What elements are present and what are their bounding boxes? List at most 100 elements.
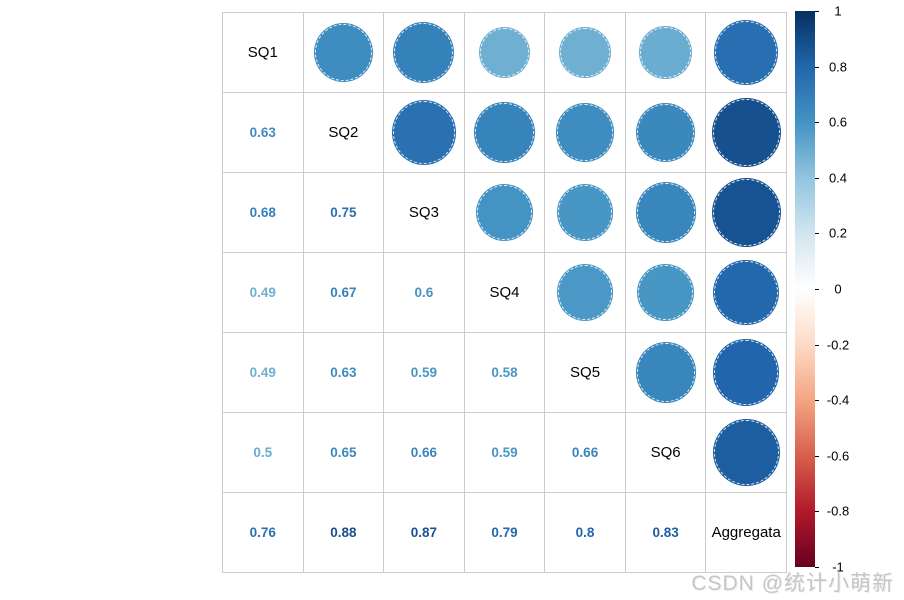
correlation-value: 0.5 [253, 445, 273, 460]
watermark: CSDN @统计小萌新 [691, 572, 894, 595]
correlation-value: 0.87 [410, 525, 438, 540]
matrix-cell-value: 0.8 [545, 493, 626, 573]
matrix-cell-circle [464, 13, 546, 93]
matrix-cell-circle [625, 173, 707, 253]
matrix-cell-value: 0.5 [223, 413, 304, 493]
colorbar: 1 0.8 0.6 0.4 0.2 0 -0.2 -0.4 -0.6 -0.8 -1 [795, 4, 895, 575]
matrix-cell-value: 0.83 [625, 493, 707, 573]
correlation-circle [639, 26, 692, 79]
matrix-cell-circle [706, 173, 787, 253]
correlation-value: 0.65 [330, 445, 357, 460]
colorbar-tick-label: -0.8 [826, 503, 850, 519]
correlation-circle [635, 342, 696, 403]
variable-label: SQ5 [570, 364, 601, 381]
variable-label: SQ3 [408, 204, 439, 221]
matrix-cell-value: 0.87 [384, 493, 465, 573]
correlation-circle [313, 23, 373, 82]
matrix-cell-value: 0.79 [464, 493, 546, 573]
colorbar-tick-label: 0.4 [828, 170, 848, 186]
colorbar-tick-mark [815, 233, 819, 235]
correlation-circle [713, 339, 780, 406]
correlation-circle [556, 184, 614, 241]
matrix-cell-circle [706, 253, 787, 333]
correlation-circle [555, 103, 615, 162]
correlation-value: 0.63 [249, 125, 276, 140]
correlation-value: 0.76 [249, 525, 276, 540]
matrix-cell-value: 0.75 [303, 173, 385, 253]
matrix-cell-diagonal: SQ3 [384, 173, 465, 253]
variable-label: SQ6 [650, 444, 681, 461]
matrix-cell-value: 0.68 [223, 173, 304, 253]
colorbar-tick-mark [815, 400, 819, 402]
matrix-cell-value: 0.65 [303, 413, 385, 493]
colorbar-tick-label: 1 [834, 3, 842, 19]
matrix-cell-circle [384, 13, 465, 93]
correlation-circle [635, 102, 696, 163]
matrix-cell-diagonal: Aggregata [706, 493, 787, 573]
correlation-value: 0.67 [330, 285, 357, 300]
correlation-circle [713, 259, 780, 326]
matrix-cell-value: 0.49 [223, 253, 304, 333]
correlation-circle [391, 100, 456, 165]
correlation-circle [559, 26, 611, 79]
correlation-value: 0.68 [249, 205, 276, 220]
variable-label: SQ2 [328, 124, 359, 141]
colorbar-tick-mark [815, 122, 819, 124]
colorbar-tick-mark [815, 511, 819, 513]
correlation-circle [713, 20, 779, 85]
correlation-circle [475, 183, 534, 242]
correlation-circle [711, 97, 781, 168]
matrix-cell-diagonal: SQ1 [223, 13, 304, 93]
matrix-cell-circle [625, 333, 707, 413]
variable-label: Aggregata [711, 524, 781, 541]
matrix-cell-value: 0.49 [223, 333, 304, 413]
correlation-value: 0.88 [330, 525, 357, 540]
correlation-circle [711, 177, 781, 247]
colorbar-tick-label: 0.2 [828, 225, 848, 241]
colorbar-tick-mark [815, 455, 819, 457]
matrix-cell-value: 0.88 [303, 493, 385, 573]
correlation-value: 0.6 [414, 285, 434, 300]
correlation-circle [635, 182, 696, 243]
matrix-cell-circle [706, 333, 787, 413]
matrix-cell-circle [384, 93, 465, 173]
variable-label: SQ1 [247, 44, 278, 61]
colorbar-tick-mark [815, 177, 819, 179]
colorbar-tick-label: 0 [834, 281, 842, 297]
colorbar-tick-label: -1 [832, 559, 844, 575]
matrix-cell-circle [545, 253, 626, 333]
colorbar-tick-mark [815, 289, 819, 290]
matrix-cell-value: 0.59 [384, 333, 465, 413]
correlation-value: 0.59 [410, 365, 438, 380]
matrix-cell-value: 0.58 [464, 333, 546, 413]
correlation-value: 0.79 [491, 525, 518, 540]
matrix-cell-circle [545, 13, 626, 93]
matrix-cell-circle [464, 173, 546, 253]
matrix-cell-value: 0.63 [303, 333, 385, 413]
correlation-value: 0.66 [571, 445, 599, 460]
matrix-cell-circle [706, 93, 787, 173]
matrix-cell-value: 0.63 [223, 93, 304, 173]
matrix-cell-circle [545, 173, 626, 253]
colorbar-tick-mark [815, 66, 819, 68]
correlation-value: 0.63 [330, 365, 357, 380]
correlation-value: 0.8 [575, 525, 595, 540]
matrix-cell-value: 0.66 [545, 413, 626, 493]
matrix-cell-circle [706, 13, 787, 93]
correlation-circle [712, 418, 780, 487]
correlation-value: 0.59 [491, 445, 518, 460]
matrix-cell-diagonal: SQ6 [625, 413, 707, 493]
matrix-cell-diagonal: SQ4 [464, 253, 546, 333]
colorbar-tick-label: -0.2 [826, 337, 850, 353]
correlation-circle [637, 264, 695, 321]
matrix-cell-circle [464, 93, 546, 173]
matrix-cell-value: 0.59 [464, 413, 546, 493]
colorbar-gradient [795, 11, 815, 567]
matrix-cell-value: 0.66 [384, 413, 465, 493]
colorbar-tick-label: -0.4 [826, 392, 850, 408]
correlation-value: 0.75 [330, 205, 357, 220]
matrix-cell-value: 0.6 [384, 253, 465, 333]
correlation-value: 0.83 [652, 525, 679, 540]
matrix-cell-circle [625, 93, 707, 173]
